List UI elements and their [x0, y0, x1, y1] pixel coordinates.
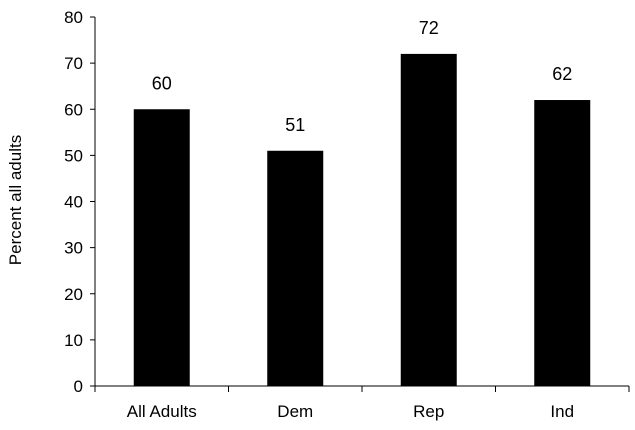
bar-dem [267, 150, 324, 386]
value-labels-group: 60 51 72 62 [152, 18, 573, 135]
y-tick-label: 40 [64, 193, 83, 212]
data-label: 60 [152, 73, 172, 93]
y-axis-title: Percent all adults [6, 135, 25, 265]
y-tick-label: 0 [74, 377, 83, 396]
y-tick-label: 10 [64, 331, 83, 350]
bar-ind [534, 100, 591, 387]
bar-all-adults [133, 109, 190, 386]
axes [94, 17, 629, 387]
bars-group [133, 53, 591, 387]
y-tick-label: 20 [64, 285, 83, 304]
x-axis-ticks [94, 386, 630, 392]
bar-rep [400, 53, 457, 387]
y-tick-label: 60 [64, 100, 83, 119]
data-label: 62 [552, 64, 572, 84]
data-label: 51 [285, 115, 305, 135]
y-tick-label: 80 [64, 8, 83, 27]
data-label: 72 [419, 18, 439, 38]
x-tick-label: Rep [413, 402, 444, 421]
category-labels-group: All Adults Dem Rep Ind [127, 402, 574, 421]
y-tick-label: 30 [64, 239, 83, 258]
y-tick-label: 50 [64, 146, 83, 165]
y-tick-label: 70 [64, 54, 83, 73]
y-axis-ticks: 0 10 20 30 40 50 60 70 80 [64, 8, 95, 396]
x-tick-label: Dem [277, 402, 313, 421]
x-tick-label: All Adults [127, 402, 197, 421]
x-tick-label: Ind [550, 402, 574, 421]
